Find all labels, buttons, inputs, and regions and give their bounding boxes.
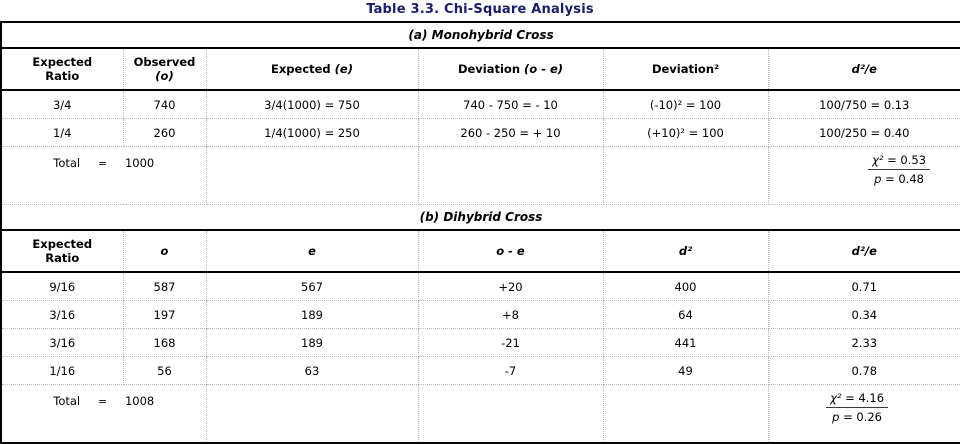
chi-value: χ² = 4.16 [826, 391, 889, 408]
empty-cell [418, 384, 604, 443]
cell-d2-over-e: 100/750 = 0.13 [768, 90, 960, 119]
section-a-header-row: Expected Ratio Observed (o) Expected (e) … [1, 48, 960, 91]
section-a-band: (a) Monohybrid Cross [1, 22, 960, 49]
section-a-title: (a) Monohybrid Cross [1, 22, 960, 49]
total-equals: = [98, 396, 107, 408]
cell-e: 567 [206, 272, 419, 301]
cell-ratio: 3/16 [1, 300, 124, 329]
col-header-o: o [123, 230, 207, 273]
col-header-e: e [206, 230, 419, 273]
cell-d-squared: 400 [603, 272, 769, 301]
col-header-expected-ratio: Expected Ratio [1, 48, 124, 91]
cell-d-squared: 49 [603, 356, 769, 385]
cell-expected: 3/4(1000) = 750 [206, 90, 419, 119]
cell-o: 197 [123, 300, 207, 329]
chi-square-result-a: χ² = 0.53 p = 0.48 [768, 146, 960, 205]
col-header-d-squared: d² [603, 230, 769, 273]
total-cell: Total = 1008 [1, 384, 207, 443]
empty-cell [603, 384, 769, 443]
cell-d2-over-e: 0.71 [768, 272, 960, 301]
cell-observed: 740 [123, 90, 207, 119]
chi-square-table: (a) Monohybrid Cross Expected Ratio Obse… [0, 21, 960, 444]
table-row-b1: 9/16 587 567 +20 400 0.71 [1, 272, 960, 301]
cell-deviation-squared: (-10)² = 100 [603, 90, 769, 119]
total-cell: Total = 1000 [1, 146, 207, 205]
section-b-header-row: Expected Ratio o e o - e d² d²/e [1, 230, 960, 273]
cell-deviation: 260 - 250 = + 10 [418, 118, 604, 147]
table-row-b4: 1/16 56 63 -7 49 0.78 [1, 356, 960, 385]
empty-cell [206, 384, 419, 443]
total-label: Total [53, 156, 81, 170]
table-row-b2: 3/16 197 189 +8 64 0.34 [1, 300, 960, 329]
page-title: Table 3.3. Chi-Square Analysis [366, 2, 594, 17]
cell-ratio: 3/4 [1, 90, 124, 119]
cell-ratio: 1/4 [1, 118, 124, 147]
cell-d2-over-e: 0.34 [768, 300, 960, 329]
cell-d2-over-e: 100/250 = 0.40 [768, 118, 960, 147]
cell-e: 189 [206, 300, 419, 329]
cell-o-minus-e: +8 [418, 300, 604, 329]
cell-deviation: 740 - 750 = - 10 [418, 90, 604, 119]
total-value: 1008 [124, 394, 155, 408]
p-value: p = 0.26 [832, 410, 882, 424]
cell-o: 587 [123, 272, 207, 301]
section-b-total-row: Total = 1008 χ² = 4.16 p = 0.26 [1, 384, 960, 444]
col-header-d2-over-e: d²/e [768, 230, 960, 273]
cell-deviation-squared: (+10)² = 100 [603, 118, 769, 147]
cell-ratio: 1/16 [1, 356, 124, 385]
cell-d2-over-e: 2.33 [768, 328, 960, 357]
cell-d-squared: 64 [603, 300, 769, 329]
cell-o-minus-e: -7 [418, 356, 604, 385]
chi-fraction: χ² = 0.53 p = 0.48 [868, 153, 931, 186]
cell-d2-over-e: 0.78 [768, 356, 960, 385]
p-value: p = 0.48 [874, 172, 924, 186]
table-row-a1: 3/4 740 3/4(1000) = 750 740 - 750 = - 10… [1, 90, 960, 119]
cell-ratio: 9/16 [1, 272, 124, 301]
cell-e: 63 [206, 356, 419, 385]
chi-value: χ² = 0.53 [868, 153, 931, 170]
table-row-a2: 1/4 260 1/4(1000) = 250 260 - 250 = + 10… [1, 118, 960, 147]
cell-o: 56 [123, 356, 207, 385]
total-equals: = [98, 158, 107, 170]
empty-cell [206, 146, 419, 205]
cell-ratio: 3/16 [1, 328, 124, 357]
cell-expected: 1/4(1000) = 250 [206, 118, 419, 147]
table-row-b3: 3/16 168 189 -21 441 2.33 [1, 328, 960, 357]
chi-fraction: χ² = 4.16 p = 0.26 [826, 391, 889, 424]
section-a-total-row: Total = 1000 χ² = 0.53 p = 0.48 [1, 146, 960, 205]
col-header-o-minus-e: o - e [418, 230, 604, 273]
cell-o: 168 [123, 328, 207, 357]
cell-e: 189 [206, 328, 419, 357]
cell-o-minus-e: -21 [418, 328, 604, 357]
total-label: Total [53, 394, 81, 408]
total-value: 1000 [124, 156, 155, 170]
section-b-title: (b) Dihybrid Cross [1, 204, 960, 231]
col-header-deviation-squared: Deviation² [603, 48, 769, 91]
cell-d-squared: 441 [603, 328, 769, 357]
empty-cell [603, 146, 769, 205]
section-b-band: (b) Dihybrid Cross [1, 204, 960, 231]
empty-cell [418, 146, 604, 205]
cell-observed: 260 [123, 118, 207, 147]
col-header-d2-over-e: d²/e [768, 48, 960, 91]
col-header-expected-ratio: Expected Ratio [1, 230, 124, 273]
cell-o-minus-e: +20 [418, 272, 604, 301]
chi-square-result-b: χ² = 4.16 p = 0.26 [768, 385, 960, 444]
col-header-deviation: Deviation (o - e) [418, 48, 604, 91]
col-header-expected: Expected (e) [206, 48, 419, 91]
col-header-observed: Observed (o) [123, 48, 207, 91]
